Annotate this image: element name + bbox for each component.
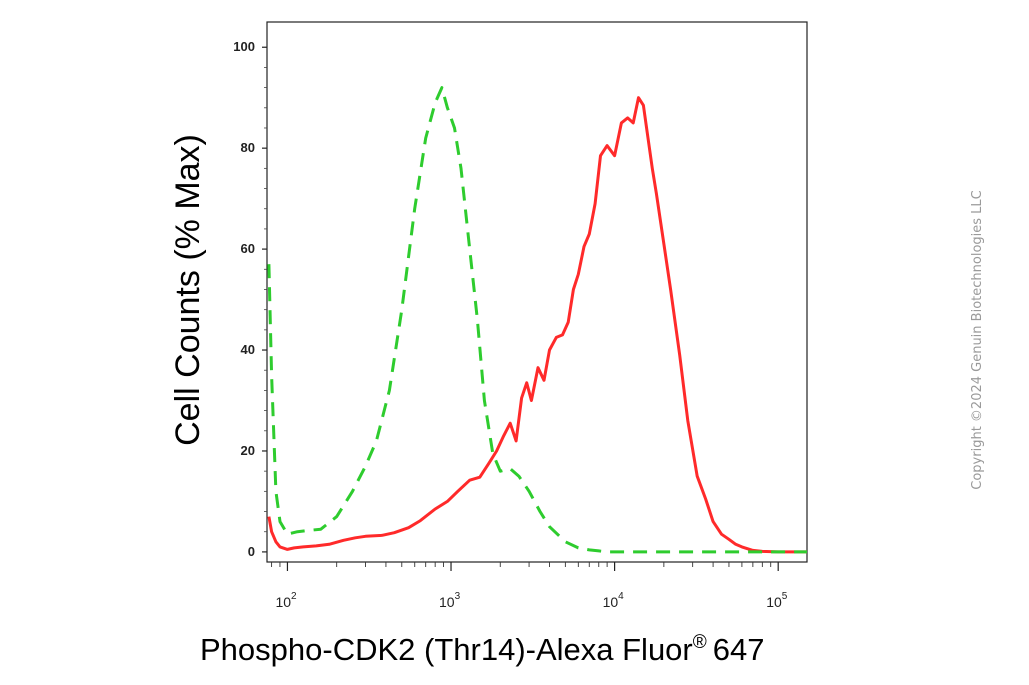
x-axis-label-registered: ® [693,632,707,653]
x-tick-label: 103 [439,591,461,610]
y-tick-label: 20 [241,443,255,458]
series-line-1 [267,96,807,554]
x-tick-label: 102 [275,591,297,610]
y-axis: 0 20 40 60 80 100 [233,39,267,559]
x-axis-label-main: Phospho-CDK2 (Thr14)-Alexa Fluor [200,632,693,667]
x-tick-label: 105 [766,591,788,610]
copyright-watermark: Copyright ©2024 Genuin Biotechnologies L… [970,190,985,489]
y-axis-label: Cell Counts (% Max) [169,134,207,446]
series-line-2 [267,86,807,554]
plot-frame [266,21,808,563]
y-tick-label: 100 [233,39,255,54]
x-tick-label: 104 [603,591,625,610]
y-tick-label: 0 [248,544,255,559]
series-group [267,86,807,554]
y-tick-label: 80 [241,140,255,155]
x-axis-label-suffix: 647 [713,632,765,667]
x-axis-label: Phospho-CDK2 (Thr14)-Alexa Fluor® 647 [200,632,764,667]
x-axis: 102 103 104 105 [271,562,788,610]
y-tick-label: 40 [241,342,255,357]
y-tick-label: 60 [241,241,255,256]
